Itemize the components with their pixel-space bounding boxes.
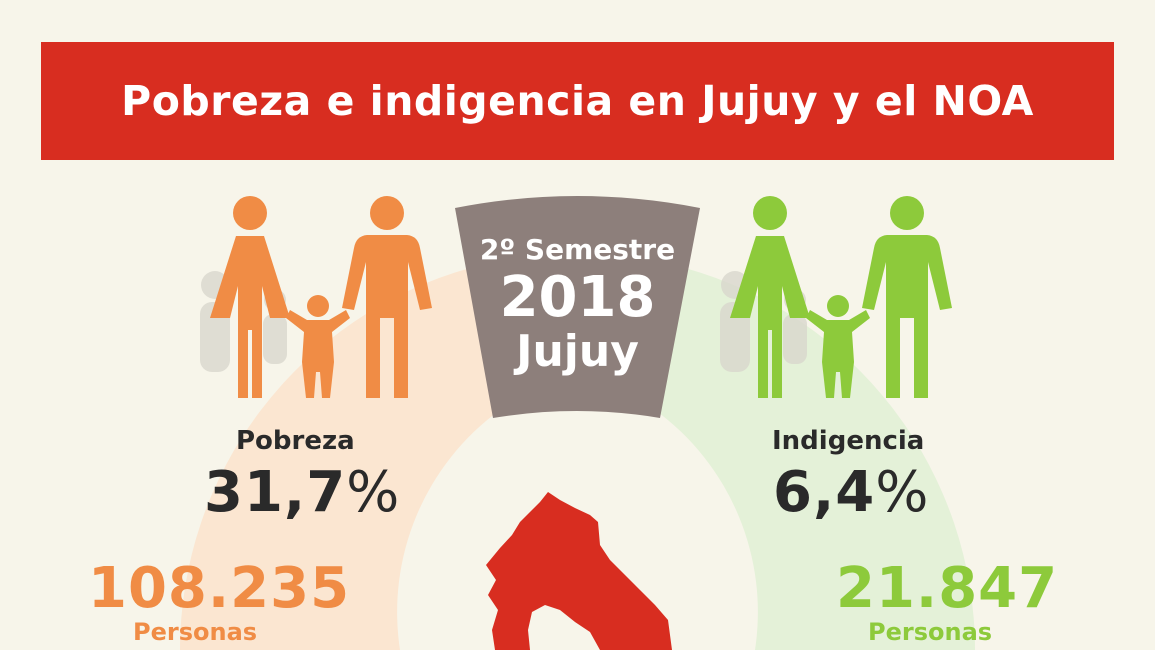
indigence-people-unit: Personas bbox=[868, 618, 993, 646]
poverty-label: Pobreza bbox=[236, 426, 355, 456]
family-icon-orange bbox=[210, 196, 432, 398]
indigence-label: Indigencia bbox=[772, 426, 925, 456]
poverty-people-unit: Personas bbox=[133, 618, 258, 646]
family-icon-green bbox=[730, 196, 952, 398]
poverty-percent-number: 31,7 bbox=[204, 460, 347, 525]
period-box bbox=[455, 196, 700, 418]
period-year: 2018 bbox=[499, 265, 656, 330]
poverty-people-count: 108.235 bbox=[88, 556, 351, 621]
poverty-percent: 31,7% bbox=[204, 460, 400, 525]
indigence-people-count: 21.847 bbox=[836, 556, 1059, 621]
poverty-percent-symbol: % bbox=[346, 460, 401, 525]
indigence-percent-number: 6,4 bbox=[773, 460, 876, 525]
indigence-percent-symbol: % bbox=[875, 460, 930, 525]
page-title: Pobreza e indigencia en Jujuy y el NOA bbox=[121, 77, 1034, 125]
poverty-ring-segment bbox=[180, 268, 500, 650]
indigence-percent: 6,4% bbox=[773, 460, 929, 525]
period-semester: 2º Semestre bbox=[479, 233, 676, 266]
period-label: 2º Semestre 2018 Jujuy bbox=[455, 195, 700, 415]
jujuy-map-icon bbox=[486, 492, 672, 650]
title-banner: Pobreza e indigencia en Jujuy y el NOA bbox=[41, 42, 1114, 160]
period-place: Jujuy bbox=[516, 326, 639, 377]
